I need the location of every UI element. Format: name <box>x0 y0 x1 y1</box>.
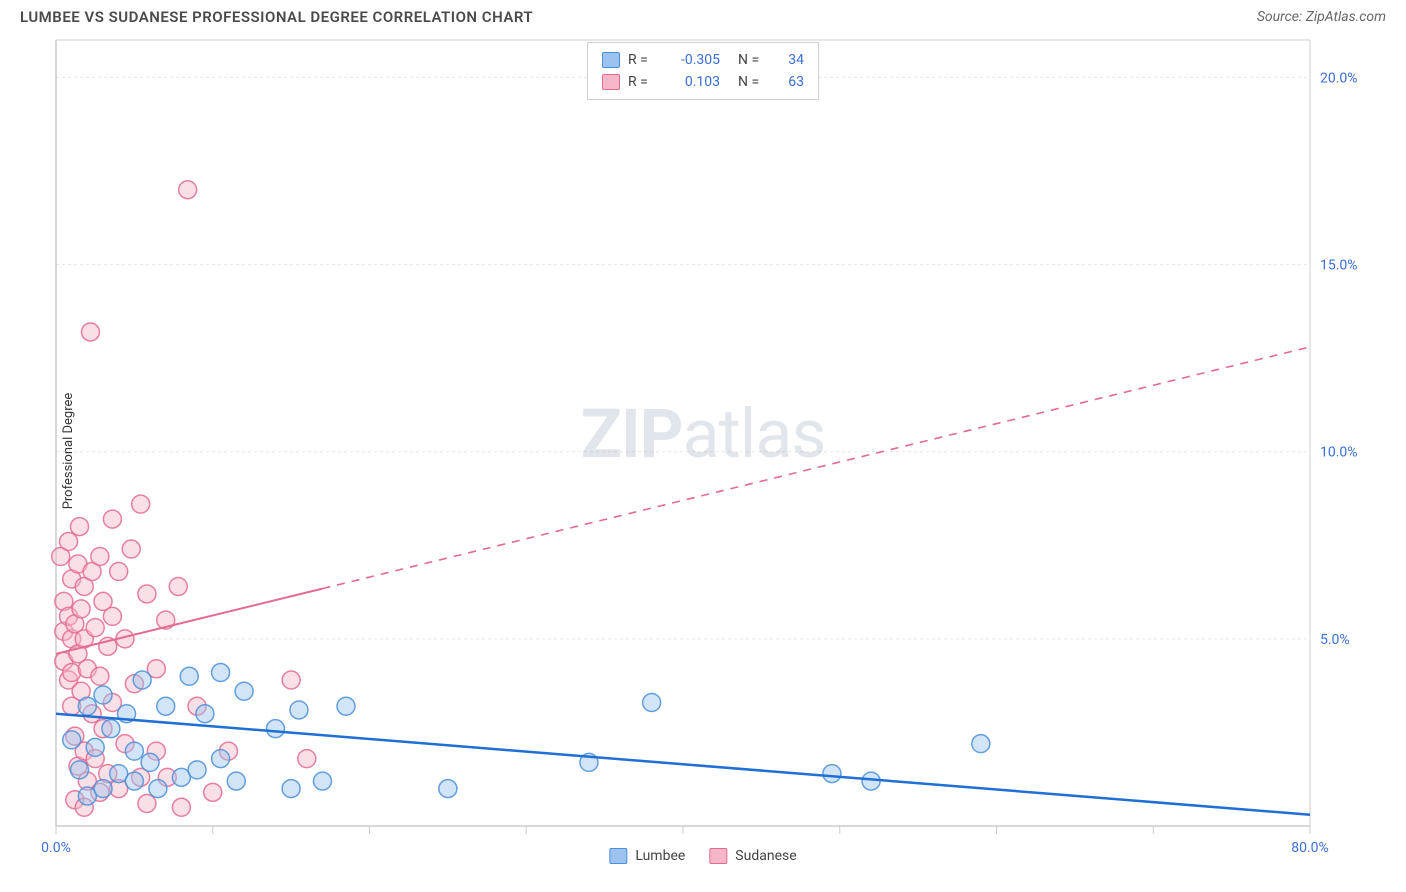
legend-item-sudanese: Sudanese <box>709 848 796 864</box>
legend-swatch-lumbee-bottom <box>609 848 627 864</box>
legend-label-lumbee: Lumbee <box>635 848 685 864</box>
y-axis-label: Professional Degree <box>61 393 76 510</box>
svg-text:15.0%: 15.0% <box>1320 258 1358 274</box>
legend-n-label: N = <box>738 52 766 68</box>
legend-n-value-sudanese: 63 <box>774 74 804 90</box>
legend-swatch-sudanese-bottom <box>709 848 727 864</box>
legend-r-value-lumbee: -0.305 <box>664 52 720 68</box>
legend-label-sudanese: Sudanese <box>735 848 796 864</box>
chart-title: LUMBEE VS SUDANESE PROFESSIONAL DEGREE C… <box>20 8 533 26</box>
legend-row-sudanese: R = 0.103 N = 63 <box>602 71 804 93</box>
legend-r-label: R = <box>628 74 656 90</box>
svg-text:20.0%: 20.0% <box>1320 70 1358 86</box>
correlation-legend: R = -0.305 N = 34 R = 0.103 N = 63 <box>587 42 819 100</box>
svg-text:80.0%: 80.0% <box>1291 840 1329 856</box>
svg-text:5.0%: 5.0% <box>1320 632 1350 648</box>
chart-container: Professional Degree ZIPatlas 5.0%10.0%15… <box>20 36 1386 866</box>
legend-swatch-lumbee <box>602 52 620 68</box>
scatter-chart: 5.0% 10.0% 15.0% 20.0% 0.0% 80.0% <box>20 36 1386 866</box>
chart-source: Source: ZipAtlas.com <box>1257 9 1386 25</box>
svg-text:0.0%: 0.0% <box>41 840 71 856</box>
legend-row-lumbee: R = -0.305 N = 34 <box>602 49 804 71</box>
chart-header: LUMBEE VS SUDANESE PROFESSIONAL DEGREE C… <box>0 0 1406 30</box>
series-legend: Lumbee Sudanese <box>609 848 796 864</box>
legend-r-value-sudanese: 0.103 <box>664 74 720 90</box>
legend-r-label: R = <box>628 52 656 68</box>
legend-swatch-sudanese <box>602 74 620 90</box>
svg-text:10.0%: 10.0% <box>1320 445 1358 461</box>
legend-n-label: N = <box>738 74 766 90</box>
legend-item-lumbee: Lumbee <box>609 848 685 864</box>
legend-n-value-lumbee: 34 <box>774 52 804 68</box>
